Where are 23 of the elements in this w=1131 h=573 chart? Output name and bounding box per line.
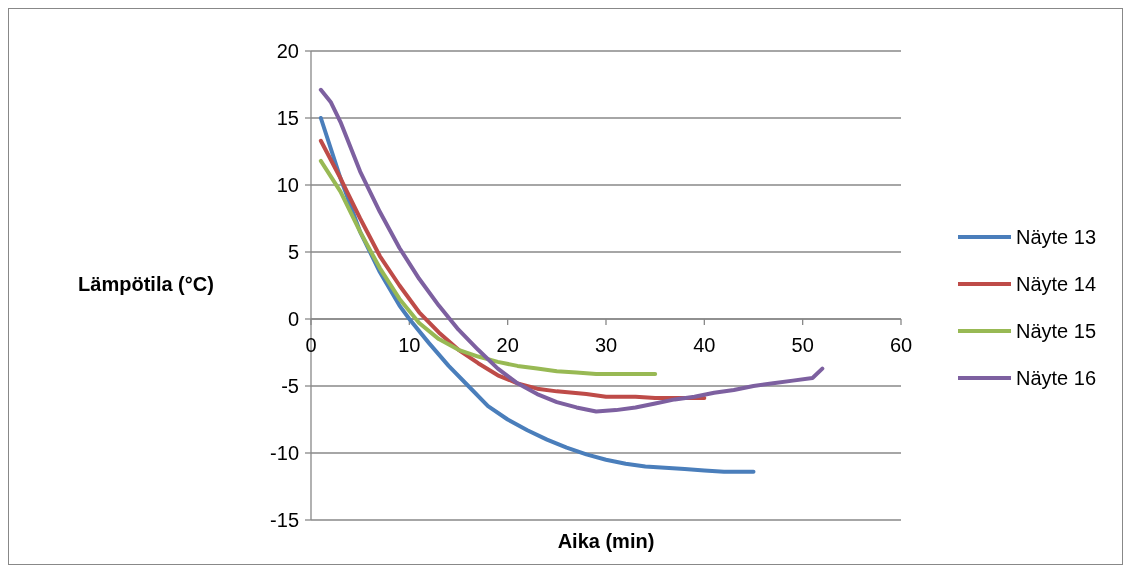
legend-label: Näyte 13 bbox=[1016, 226, 1097, 248]
y-tick-label: 5 bbox=[287, 241, 299, 263]
y-tick-label: 20 bbox=[276, 40, 299, 62]
x-tick-label: 0 bbox=[305, 334, 317, 356]
x-tick-label: 60 bbox=[889, 334, 913, 356]
line-series bbox=[318, 87, 825, 414]
x-tick-label: 20 bbox=[496, 334, 519, 356]
y-tick-label: 0 bbox=[287, 308, 299, 330]
legend-label: Näyte 16 bbox=[1016, 367, 1097, 389]
x-axis-title: Aika (min) bbox=[557, 530, 655, 552]
line-series bbox=[318, 158, 658, 376]
legend-label: Näyte 15 bbox=[1016, 320, 1097, 342]
y-tick-label: -15 bbox=[270, 509, 299, 531]
y-tick-label: -5 bbox=[281, 375, 299, 397]
y-axis-title: Lämpötila (°C) bbox=[78, 273, 214, 295]
x-tick-label: 30 bbox=[594, 334, 618, 356]
y-tick-label: 10 bbox=[276, 174, 299, 196]
x-tick-label: 50 bbox=[791, 334, 814, 356]
x-tick-label: 10 bbox=[398, 334, 421, 356]
x-tick-label: 40 bbox=[693, 334, 716, 356]
legend-label: Näyte 14 bbox=[1016, 273, 1097, 295]
y-tick-label: -10 bbox=[270, 442, 299, 464]
y-tick-label: 15 bbox=[276, 107, 299, 129]
